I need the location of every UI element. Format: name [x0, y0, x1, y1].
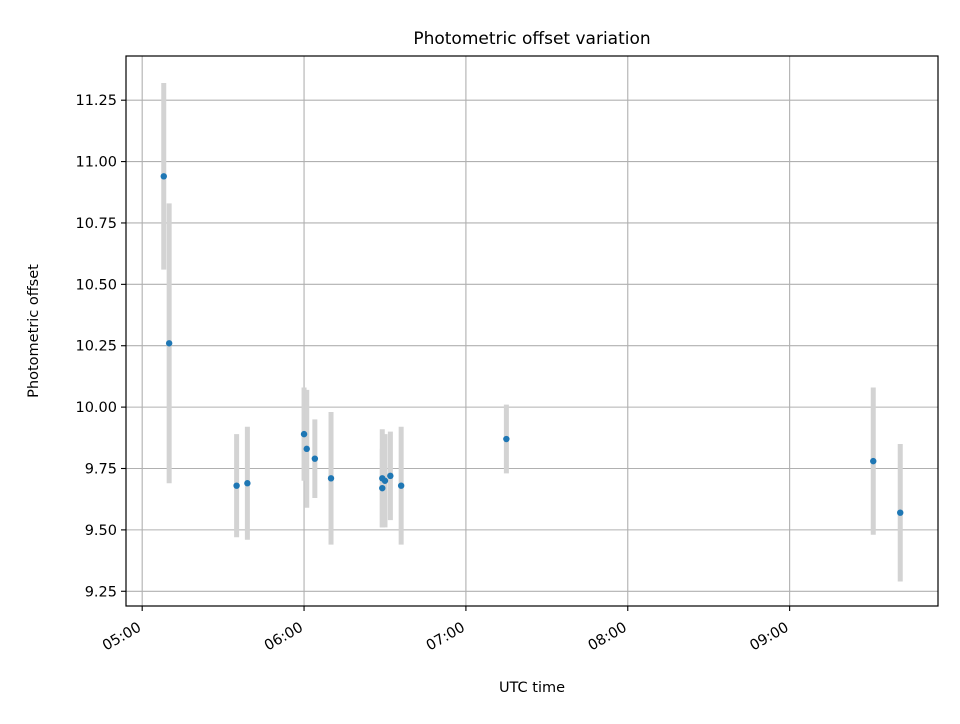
y-tick-label: 10.25: [75, 339, 117, 355]
data-point: [870, 457, 877, 465]
y-tick-label: 9.25: [85, 584, 117, 600]
y-axis-ticks: 9.25 9.50 9.75 10.00 10.25 10.50 10.75 11.00 11.…: [75, 93, 126, 600]
plot-frame: [125, 55, 939, 607]
x-axis-label: UTC time: [499, 680, 565, 696]
y-tick-label: 11.00: [75, 155, 117, 171]
data-point: [160, 173, 167, 180]
y-tick-label: 9.50: [85, 523, 117, 539]
y-tick-label: 10.00: [75, 400, 117, 416]
y-tick-label: 11.25: [75, 93, 117, 109]
data-point: [165, 340, 173, 347]
chart-title: Photometric offset variation: [413, 29, 650, 49]
data-point: [303, 445, 310, 453]
data-point: [300, 430, 308, 438]
data-points: [160, 173, 904, 516]
y-tick-label: 10.75: [75, 216, 117, 232]
data-point: [379, 484, 386, 492]
data-point: [327, 475, 335, 482]
y-axis-label: Photometric offset: [26, 264, 42, 398]
data-point: [897, 509, 904, 516]
data-point: [381, 477, 389, 484]
data-point: [387, 472, 394, 480]
grid-lines: [126, 56, 938, 606]
data-point: [503, 435, 510, 443]
y-tick-label: 9.75: [85, 462, 117, 478]
data-point: [397, 482, 405, 489]
data-point: [311, 455, 319, 462]
data-point: [233, 482, 240, 489]
data-point: [244, 480, 251, 487]
y-tick-label: 10.50: [75, 277, 117, 293]
